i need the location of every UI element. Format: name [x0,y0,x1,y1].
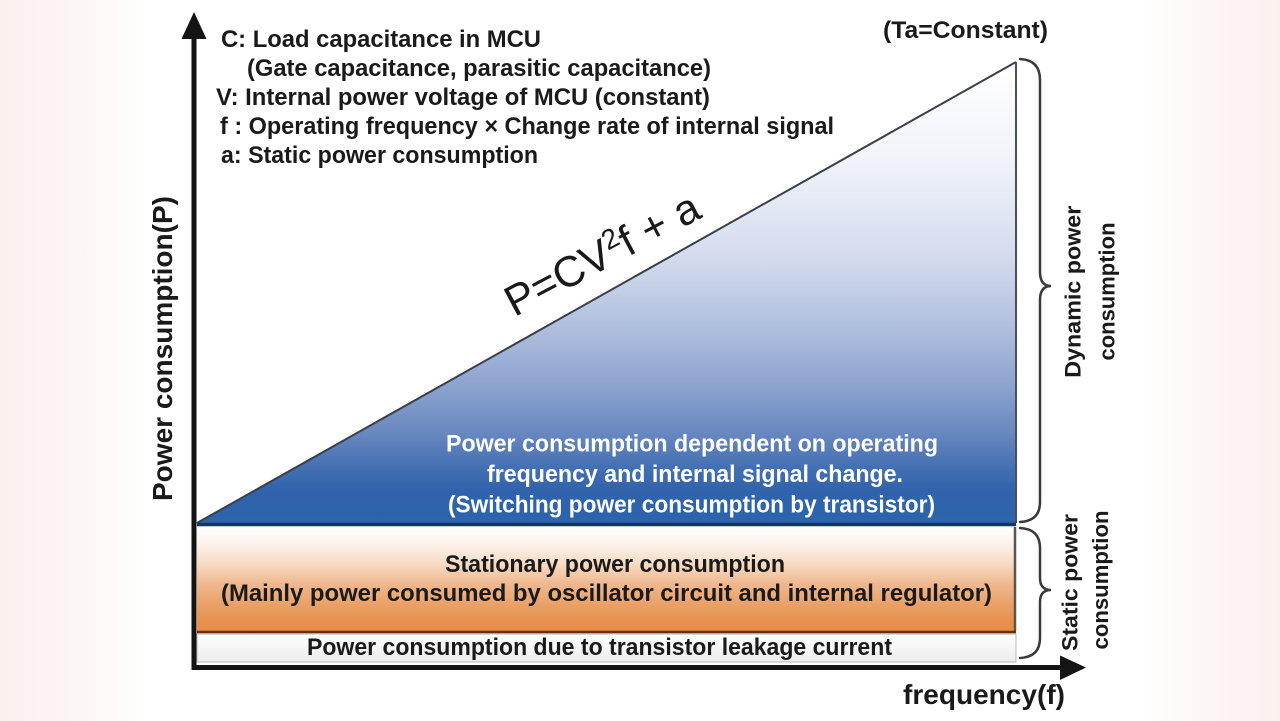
svg-text:frequency and internal signal: frequency and internal signal change. [487,461,903,488]
svg-text:C: Load capacitance in MCU: C: Load capacitance in MCU [221,26,541,53]
svg-text:Static power: Static power [1058,514,1083,651]
svg-text:(Switching power consumption b: (Switching power consumption by transist… [448,492,935,519]
svg-text:consumption: consumption [1095,223,1120,361]
svg-text:f : Operating frequency × Chan: f : Operating frequency × Change rate of… [220,113,834,140]
svg-text:Dynamic power: Dynamic power [1061,205,1086,377]
svg-text:frequency(f): frequency(f) [903,679,1065,710]
svg-text:Power consumption(P): Power consumption(P) [147,196,178,501]
svg-text:(Gate capacitance, parasitic c: (Gate capacitance, parasitic capacitance… [247,55,711,82]
svg-text:(Ta=Constant): (Ta=Constant) [883,17,1048,44]
svg-text:Stationary power consumption: Stationary power consumption [445,551,785,578]
svg-text:(Mainly power consumed by osci: (Mainly power consumed by oscillator cir… [221,580,992,607]
svg-text:a: Static power consumption: a: Static power consumption [221,142,538,169]
svg-text:V: Internal power voltage of M: V: Internal power voltage of MCU (consta… [216,84,710,111]
svg-text:Power consumption dependent on: Power consumption dependent on operating [446,431,938,458]
svg-text:Power consumption due to trans: Power consumption due to transistor leak… [307,634,892,661]
svg-text:consumption: consumption [1088,511,1113,650]
